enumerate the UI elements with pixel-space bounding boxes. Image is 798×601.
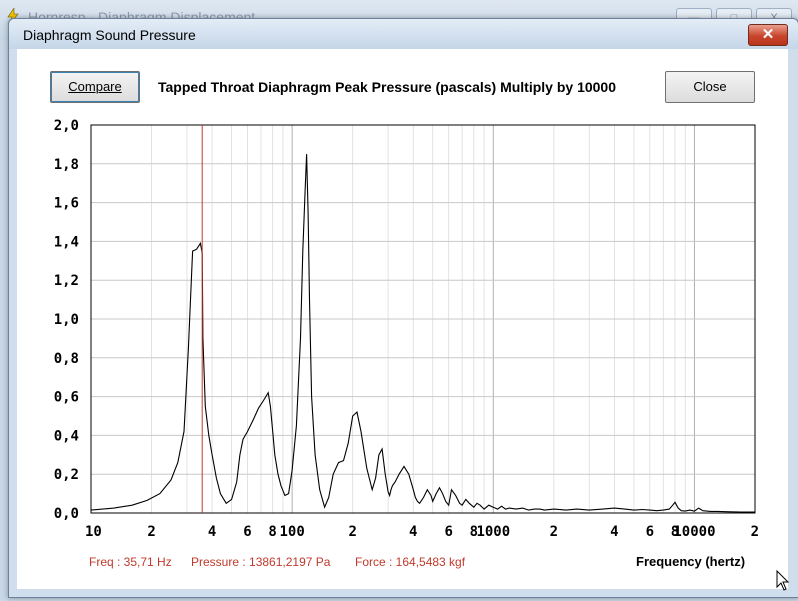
- y-tick-label: 1,4: [54, 234, 79, 250]
- x-tick-label: 2: [147, 524, 155, 540]
- pressure-curve: [90, 154, 755, 513]
- y-tick-label: 0,4: [54, 428, 79, 444]
- compare-button-label: Compare: [68, 79, 122, 94]
- dialog-close-x-button[interactable]: ✕: [748, 24, 788, 46]
- x-tick-label: 8: [671, 524, 679, 540]
- x-tick-label: 100: [280, 524, 305, 540]
- close-button[interactable]: Close: [665, 71, 755, 103]
- x-tick-label: 6: [646, 524, 654, 540]
- y-tick-label: 1,2: [54, 273, 79, 289]
- x-tick-label: 6: [243, 524, 251, 540]
- y-tick-label: 1,0: [54, 312, 79, 328]
- pressure-chart[interactable]: 0,00,20,40,60,81,01,21,41,61,82,010 2 4 6 8 1…: [17, 49, 788, 589]
- dialog-titlebar[interactable]: Diaphragm Sound Pressure ✕: [9, 19, 798, 49]
- x-tick-label: 4: [208, 524, 216, 540]
- plot-border: [90, 124, 756, 514]
- x-tick-label: 2: [550, 524, 558, 540]
- y-tick-label: 2,0: [54, 118, 79, 134]
- y-tick-label: 0,2: [54, 467, 79, 483]
- y-tick-label: 1,6: [54, 196, 79, 212]
- x-tick-label: 6: [444, 524, 452, 540]
- lightning-icon: [7, 8, 19, 24]
- compare-button[interactable]: Compare: [50, 71, 140, 103]
- mouse-pointer-icon: [776, 570, 790, 591]
- x-tick-label: 8: [470, 524, 478, 540]
- status-frequency: Freq : 35,71 Hz: [89, 555, 172, 569]
- chart-title: Tapped Throat Diaphragm Peak Pressure (p…: [158, 79, 617, 95]
- x-tick-label: 4: [610, 524, 618, 540]
- x-axis-label: Frequency (hertz): [636, 554, 746, 569]
- x-tick-label: 2: [348, 524, 356, 540]
- dialog-client-area: Compare Tapped Throat Diaphragm Peak Pre…: [17, 49, 788, 589]
- y-tick-label: 0,8: [54, 351, 79, 367]
- x-tick-label: 10000: [673, 524, 715, 540]
- x-tick-label: 10: [85, 524, 102, 540]
- y-tick-label: 0,0: [54, 506, 79, 522]
- x-tick-label: 8: [268, 524, 276, 540]
- status-force: Force : 164,5483 kgf: [355, 555, 466, 569]
- x-tick-label: 4: [409, 524, 417, 540]
- x-tick-label: 2: [751, 524, 759, 540]
- close-button-label: Close: [693, 79, 727, 94]
- diaphragm-sound-pressure-dialog: Diaphragm Sound Pressure ✕ Compare Tappe…: [8, 18, 798, 598]
- dialog-title: Diaphragm Sound Pressure: [23, 27, 196, 43]
- status-pressure: Pressure : 13861,2197 Pa: [191, 555, 331, 569]
- y-tick-label: 1,8: [54, 157, 79, 173]
- x-tick-label: 1000: [476, 524, 510, 540]
- y-tick-label: 0,6: [54, 390, 79, 406]
